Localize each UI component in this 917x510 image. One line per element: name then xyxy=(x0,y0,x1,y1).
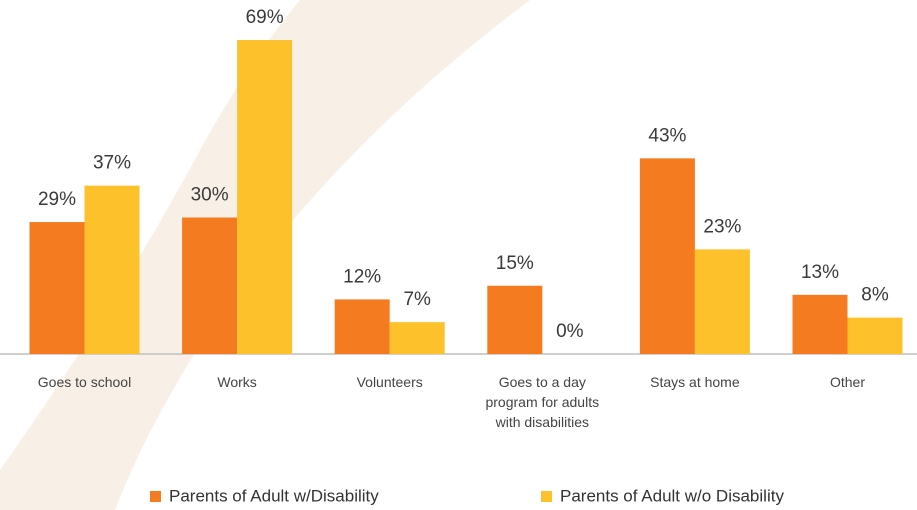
value-label: 7% xyxy=(403,289,431,310)
legend-label: Parents of Adult w/o Disability xyxy=(560,486,784,505)
bar xyxy=(84,185,140,354)
bar xyxy=(487,285,543,354)
legend-swatch xyxy=(541,491,552,502)
value-label: 43% xyxy=(648,125,686,146)
bar xyxy=(182,217,238,354)
bar xyxy=(847,317,903,354)
category-label: Goes to school xyxy=(37,374,132,390)
legend-swatch xyxy=(150,491,161,502)
legend-label: Parents of Adult w/Disability xyxy=(169,486,379,505)
value-label: 15% xyxy=(496,253,534,274)
bar xyxy=(639,158,695,354)
value-label: 69% xyxy=(246,7,284,28)
category-label: Stays at home xyxy=(650,374,740,390)
value-label: 30% xyxy=(191,185,229,206)
background-arc xyxy=(0,0,530,510)
value-label: 0% xyxy=(556,321,584,342)
bar xyxy=(334,299,390,354)
category-label: Goes to a day program for adults with di… xyxy=(485,374,600,430)
value-label: 29% xyxy=(38,189,76,210)
bar xyxy=(29,222,85,354)
category-label: Works xyxy=(217,374,257,390)
category-label: Other xyxy=(829,374,865,390)
bar xyxy=(237,40,293,355)
bar xyxy=(792,294,848,354)
value-label: 37% xyxy=(93,153,131,174)
category-label: Volunteers xyxy=(356,374,423,390)
bar xyxy=(694,249,750,354)
bar xyxy=(389,322,445,354)
value-label: 8% xyxy=(861,285,889,306)
value-label: 23% xyxy=(703,216,741,237)
value-label: 12% xyxy=(343,266,381,287)
value-label: 13% xyxy=(801,262,839,283)
